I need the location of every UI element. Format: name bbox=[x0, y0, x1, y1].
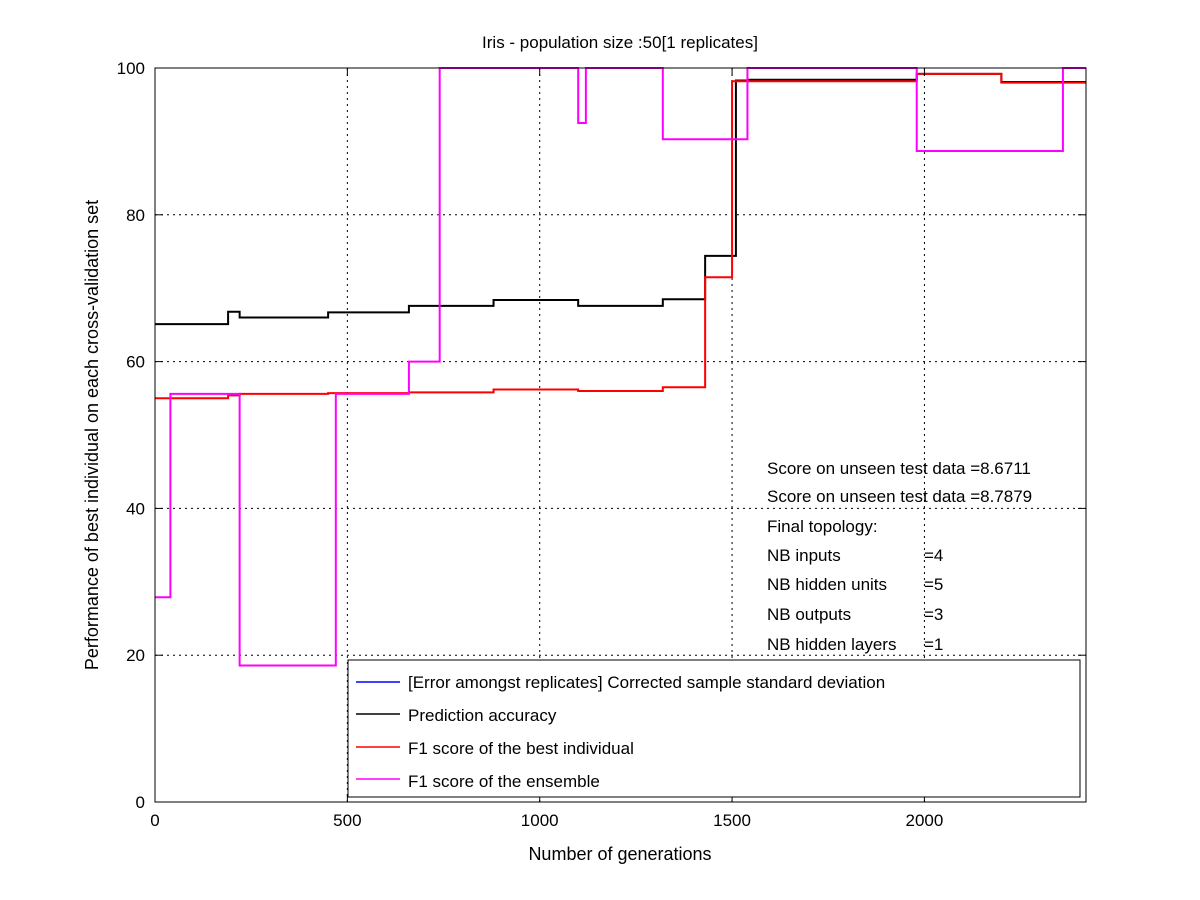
x-tick-label: 2000 bbox=[906, 811, 944, 830]
annotation-nb-outputs-value: =3 bbox=[924, 605, 943, 624]
annotation-nb-outputs-label: NB outputs bbox=[767, 605, 851, 624]
y-tick-label: 100 bbox=[117, 59, 145, 78]
annotation-nb-hidden-units-value: =5 bbox=[924, 575, 943, 594]
annotation-nb-inputs-label: NB inputs bbox=[767, 546, 841, 565]
grid bbox=[155, 68, 1086, 802]
x-tick-label: 500 bbox=[333, 811, 361, 830]
legend-label-f1-ensemble: F1 score of the ensemble bbox=[408, 772, 600, 791]
chart-title: Iris - population size :50[1 replicates] bbox=[482, 33, 758, 52]
legend-label-f1-best: F1 score of the best individual bbox=[408, 739, 634, 758]
annotation-block: Score on unseen test data =8.6711 Score … bbox=[767, 459, 1032, 654]
legend-box bbox=[347, 659, 1081, 798]
x-tick-label: 1000 bbox=[521, 811, 559, 830]
y-tick-label: 20 bbox=[126, 646, 145, 665]
y-tick-label: 40 bbox=[126, 499, 145, 518]
series-f1-ensemble-line bbox=[155, 67, 1086, 667]
series-accuracy-line bbox=[155, 72, 1086, 326]
annotation-final-topology: Final topology: bbox=[767, 517, 878, 536]
series-layer bbox=[155, 67, 1086, 667]
legend-label-accuracy: Prediction accuracy bbox=[408, 706, 557, 725]
annotation-score-2: Score on unseen test data =8.7879 bbox=[767, 487, 1032, 506]
x-axis-label: Number of generations bbox=[528, 844, 711, 864]
legend: [Error amongst replicates] Corrected sam… bbox=[347, 659, 1081, 798]
annotation-score-1: Score on unseen test data =8.6711 bbox=[767, 459, 1031, 478]
x-tick-label: 0 bbox=[150, 811, 159, 830]
y-tick-label: 60 bbox=[126, 353, 145, 372]
y-axis-label: Performance of best individual on each c… bbox=[82, 200, 102, 670]
legend-label-std: [Error amongst replicates] Corrected sam… bbox=[408, 673, 885, 692]
y-tick-label: 0 bbox=[136, 793, 145, 812]
annotation-nb-hidden-layers-label: NB hidden layers bbox=[767, 635, 896, 654]
annotation-nb-hidden-layers-value: =1 bbox=[924, 635, 943, 654]
annotation-nb-inputs-value: =4 bbox=[924, 546, 943, 565]
annotation-nb-hidden-units-label: NB hidden units bbox=[767, 575, 887, 594]
axis-ticks: 0 500 1000 1500 2000 0 20 40 60 80 100 bbox=[117, 59, 1086, 830]
x-tick-label: 1500 bbox=[713, 811, 751, 830]
plot-frame bbox=[154, 67, 1087, 803]
y-tick-label: 80 bbox=[126, 206, 145, 225]
